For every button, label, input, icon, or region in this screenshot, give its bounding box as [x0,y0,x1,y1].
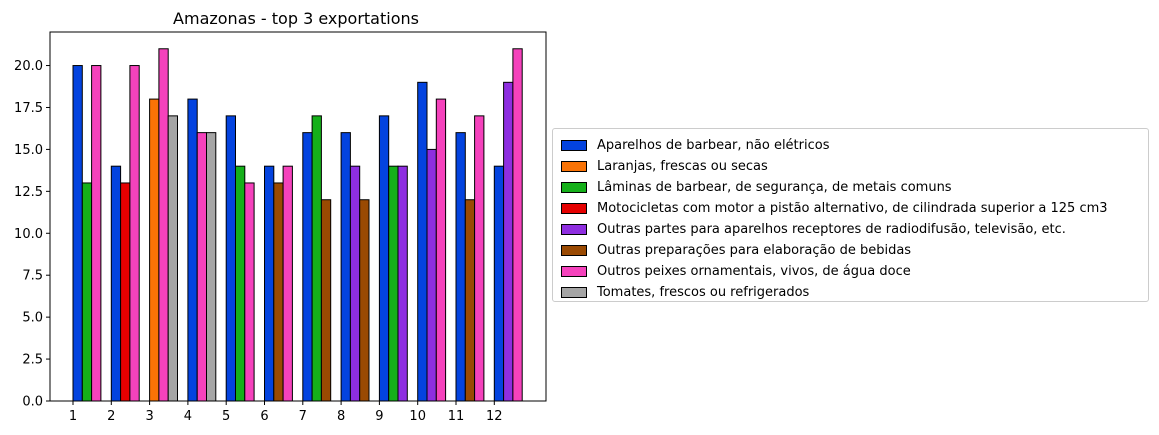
x-tick-label: 7 [299,409,307,424]
y-tick-label: 20.0 [14,59,43,74]
bar-8-series-4 [349,165,361,402]
bar-6-series-0 [264,165,275,402]
legend-item: Tomates, frescos ou refrigerados [561,282,1148,303]
bar-2-series-6 [129,65,140,402]
bar-10-series-4 [426,148,437,402]
x-axis: 1 2 3 4 5 6 7 8 9 10 11 12 [69,401,503,424]
bar-3-series-1 [149,98,160,402]
bar-10-series-0 [417,81,428,402]
y-tick-label: 15.0 [14,143,43,158]
x-tick-label: 6 [260,409,268,424]
bar-1-series-2 [81,182,93,402]
bar-12-series-4 [503,81,514,402]
legend-swatch [561,182,587,193]
legend-label: Outros peixes ornamentais, vivos, de águ… [597,264,911,279]
bar-10-series-6 [435,98,447,402]
x-tick-label: 11 [448,409,465,424]
legend-swatch [561,287,587,298]
legend-label: Tomates, frescos ou refrigerados [597,285,810,300]
x-tick-label: 10 [409,409,426,424]
legend-swatch [561,203,587,214]
y-tick-label: 7.5 [22,269,43,284]
bar-1-series-6 [91,65,102,402]
legend-item: Motocicletas com motor a pistão alternat… [561,198,1148,219]
plot-frame [49,31,547,402]
legend-label: Aparelhos de barbear, não elétricos [597,138,830,153]
y-tick-label: 12.5 [14,185,43,200]
x-tick-label: 9 [375,409,383,424]
y-tick-label: 17.5 [14,101,43,116]
x-tick-label: 8 [337,409,345,424]
y-tick-label: 0.0 [22,395,43,410]
legend-item: Laranjas, frescas ou secas [561,156,1148,177]
bar-1-series-0 [72,65,83,402]
x-tick-label: 1 [69,409,77,424]
legend-swatch [561,224,587,235]
x-tick-label: 5 [222,409,230,424]
x-tick-label: 3 [145,409,153,424]
y-tick-label: 5.0 [22,311,43,326]
bar-8-series-0 [340,132,351,402]
bar-5-series-6 [244,182,255,402]
bar-7-series-5 [320,199,332,402]
bar-2-series-0 [110,165,122,402]
bar-4-series-6 [196,132,207,402]
legend-swatch [561,245,587,256]
y-tick-label: 2.5 [22,353,43,368]
legend-swatch [561,161,587,172]
bar-9-series-4 [397,165,408,402]
y-tick-label: 10.0 [14,227,43,242]
legend: Aparelhos de barbear, não elétricos Laran… [552,128,1149,302]
legend-label: Laranjas, frescas ou secas [597,159,768,174]
chart-title: Amazonas - top 3 exportations [173,9,419,28]
legend-item: Lâminas de barbear, de segurança, de met… [561,177,1148,198]
legend-item: Outras partes para aparelhos receptores … [561,219,1148,240]
legend-swatch [561,140,587,151]
legend-item: Outros peixes ornamentais, vivos, de águ… [561,261,1148,282]
bar-12-series-6 [512,48,523,402]
bar-8-series-5 [359,199,370,402]
bar-7-series-2 [311,115,322,402]
legend-label: Lâminas de barbear, de segurança, de met… [597,180,952,195]
bar-7-series-0 [302,132,313,402]
bar-12-series-0 [493,165,505,402]
legend-label: Motocicletas com motor a pistão alternat… [597,201,1108,216]
bar-3-series-6 [158,48,169,402]
x-tick-label: 12 [486,409,503,424]
bar-9-series-0 [378,115,390,402]
bar-5-series-0 [225,115,236,402]
bar-6-series-5 [273,182,284,402]
bar-11-series-6 [474,115,485,402]
bar-9-series-2 [388,165,399,402]
legend-swatch [561,266,587,277]
legend-item: Aparelhos de barbear, não elétricos [561,135,1148,156]
legend-label: Outras preparações para elaboração de be… [597,243,912,258]
bar-4-series-0 [187,98,198,402]
plot-area [72,48,523,402]
bar-11-series-5 [464,199,476,402]
x-tick-label: 2 [107,409,115,424]
bar-4-series-7 [206,132,217,402]
bar-3-series-7 [167,115,178,402]
x-tick-label: 4 [184,409,192,424]
legend-item: Outras preparações para elaboração de be… [561,240,1148,261]
legend-label: Outras partes para aparelhos receptores … [597,222,1066,237]
bar-5-series-2 [235,165,246,402]
bar-11-series-0 [455,132,466,402]
bar-2-series-3 [120,182,131,402]
y-axis: 0.0 2.5 5.0 7.5 10.0 12.5 15.0 17.5 20.0 [14,59,50,410]
bar-6-series-6 [282,165,293,402]
